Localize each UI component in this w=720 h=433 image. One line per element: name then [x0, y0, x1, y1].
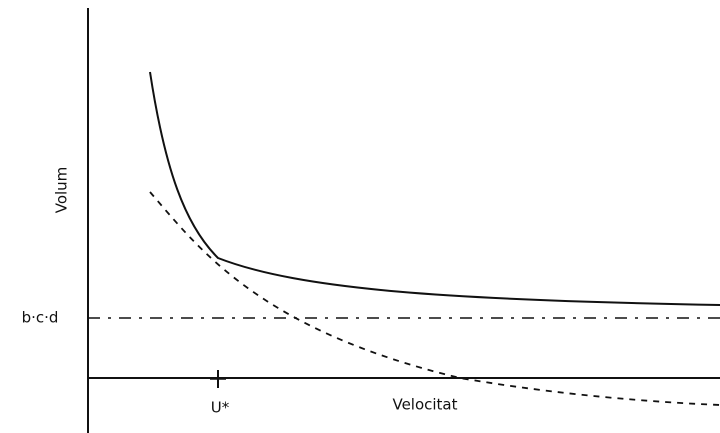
dashed-curve	[149, 191, 720, 406]
x-axis-label: Velocitat	[392, 396, 457, 414]
y-axis-label: Volum	[53, 167, 71, 214]
x-mark-label: U*	[211, 399, 230, 417]
solid-curve	[149, 71, 720, 306]
level-label: b·c·d	[22, 309, 59, 327]
